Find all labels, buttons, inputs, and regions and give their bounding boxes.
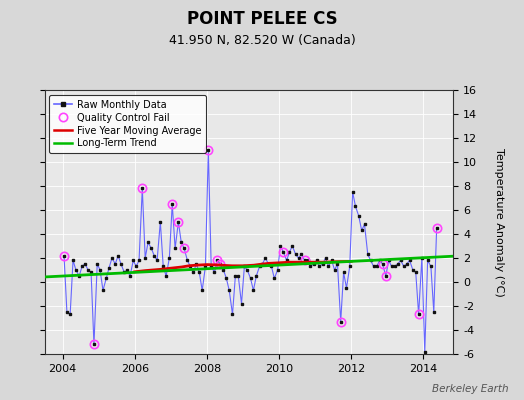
Text: Berkeley Earth: Berkeley Earth xyxy=(432,384,508,394)
Legend: Raw Monthly Data, Quality Control Fail, Five Year Moving Average, Long-Term Tren: Raw Monthly Data, Quality Control Fail, … xyxy=(49,95,206,153)
Y-axis label: Temperature Anomaly (°C): Temperature Anomaly (°C) xyxy=(494,148,504,296)
Text: POINT PELEE CS: POINT PELEE CS xyxy=(187,10,337,28)
Text: 41.950 N, 82.520 W (Canada): 41.950 N, 82.520 W (Canada) xyxy=(169,34,355,47)
